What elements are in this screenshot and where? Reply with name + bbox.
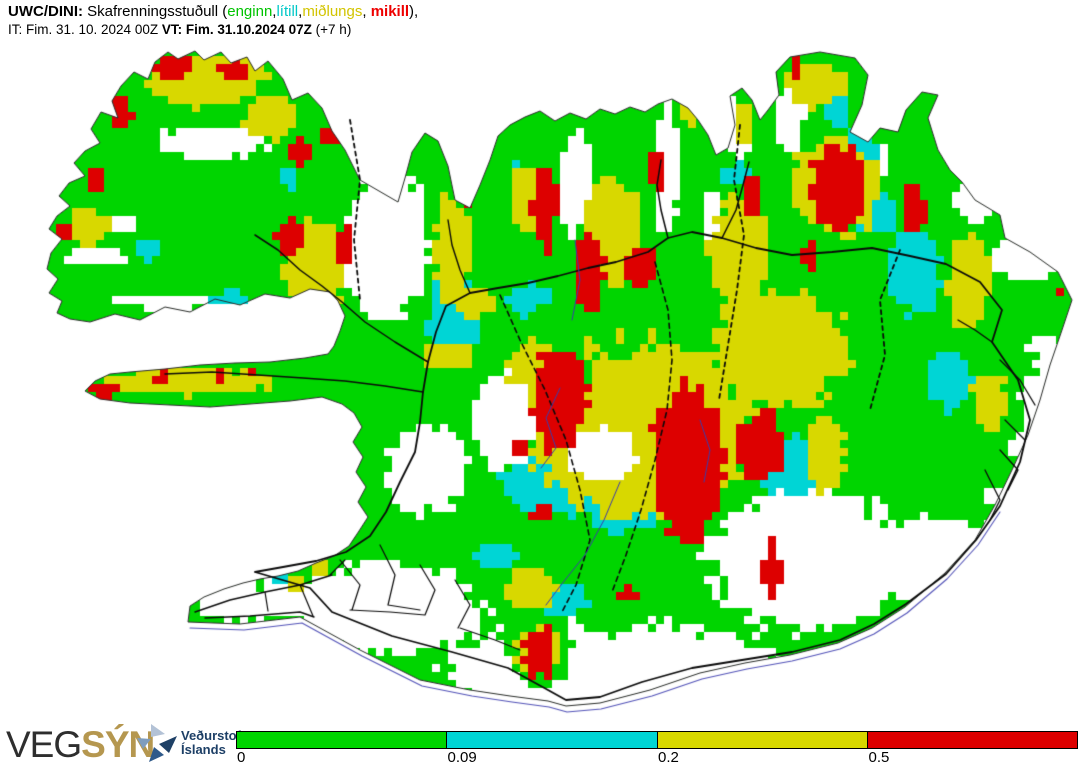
legend-tick-label: 0.5: [868, 749, 890, 766]
title-segment: ,: [272, 3, 277, 20]
title-segment: ,: [362, 3, 371, 20]
title-segment: enginn: [227, 3, 273, 20]
pinwheel-blade-blue: [149, 747, 164, 762]
legend-tick-label: 0.2: [658, 749, 679, 766]
title-segment: lítill: [276, 3, 299, 20]
title-segment: Skafrenningsstuðull (: [83, 3, 228, 20]
title-segment: UWC/DINI:: [8, 3, 83, 20]
vedurstofa-name-line2: Íslands: [181, 742, 226, 758]
title-segment: mikill: [370, 3, 410, 20]
legend-segment-none: [237, 732, 448, 748]
vedurstofa-name-line1: Veðurstofa: [181, 728, 249, 743]
title-segment: ),: [409, 3, 419, 20]
legend-segment-high: [867, 732, 1077, 748]
legend-colorbar: [236, 731, 1078, 749]
vedurstofa-logo-text: Veðurstofa Íslands: [181, 728, 249, 758]
map-title-line2: IT: Fim. 31. 10. 2024 00Z VT: Fim. 31.10…: [8, 22, 418, 39]
title-segment: (+7 h): [311, 21, 352, 37]
title-segment: miðlungs: [302, 3, 363, 20]
legend-segment-medium: [657, 732, 868, 748]
vegsyn-logo-veg: VEG: [6, 724, 82, 765]
title-segment: IT: Fim. 31. 10. 2024 00Z: [8, 21, 162, 37]
title-block: UWC/DINI: Skafrenningsstuðull (enginn,lí…: [8, 3, 418, 39]
legend-segment-little: [447, 732, 658, 748]
legend-tick-label: 0: [237, 749, 246, 766]
pinwheel-blade-steel: [137, 738, 151, 749]
title-segment: VT: Fim. 31.10.2024 07Z: [161, 21, 312, 37]
footer-bar: VEGSÝN Veðurstofa Íslands 0 0.09 0.2 0.5: [0, 718, 1080, 766]
pinwheel-blade-light: [151, 724, 165, 737]
legend-tick-label: 0.09: [447, 749, 477, 766]
pinwheel-blade-navy: [159, 736, 177, 753]
map-title-line1: UWC/DINI: Skafrenningsstuðull (enginn,lí…: [8, 3, 418, 22]
vedurstofa-logo-icon: [137, 724, 177, 762]
vegsyn-logo: VEGSÝN: [6, 724, 155, 765]
title-segment: ,: [298, 3, 303, 20]
